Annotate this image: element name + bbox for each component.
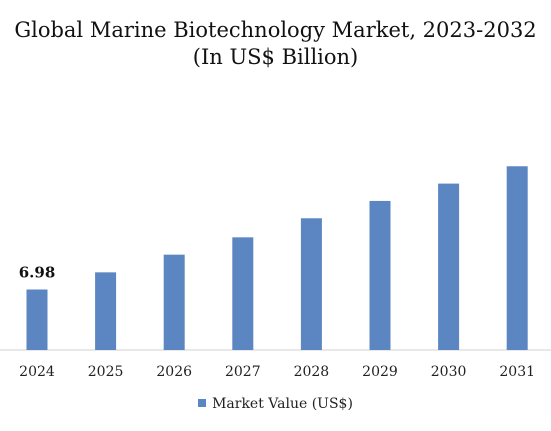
bar-2028[interactable] [300, 218, 322, 350]
bar-2029[interactable] [369, 200, 391, 350]
legend-swatch [198, 399, 207, 407]
bar-2027[interactable] [232, 237, 254, 350]
legend[interactable]: Market Value (US$) [0, 396, 551, 412]
x-tick-label: 2026 [156, 364, 192, 380]
bar-2031[interactable] [506, 166, 528, 350]
x-tick-label: 2029 [362, 364, 398, 380]
chart-title: Global Marine Biotechnology Market, 2023… [14, 18, 537, 42]
x-tick-label: 2024 [19, 364, 55, 380]
x-tick-label: 2027 [225, 364, 261, 380]
legend-label: Market Value (US$) [212, 396, 353, 412]
x-tick-label: 2025 [88, 364, 124, 380]
x-tick-label: 2030 [431, 364, 467, 380]
chart-subtitle: (In US$ Billion) [192, 45, 359, 69]
bar-2030[interactable] [438, 183, 460, 350]
x-tick-label: 2028 [294, 364, 330, 380]
bar-2025[interactable] [95, 272, 117, 350]
x-tick-label: 2031 [499, 364, 535, 380]
bar-2024[interactable] [26, 289, 48, 350]
bar-2026[interactable] [163, 254, 185, 350]
data-label: 6.98 [19, 264, 56, 282]
